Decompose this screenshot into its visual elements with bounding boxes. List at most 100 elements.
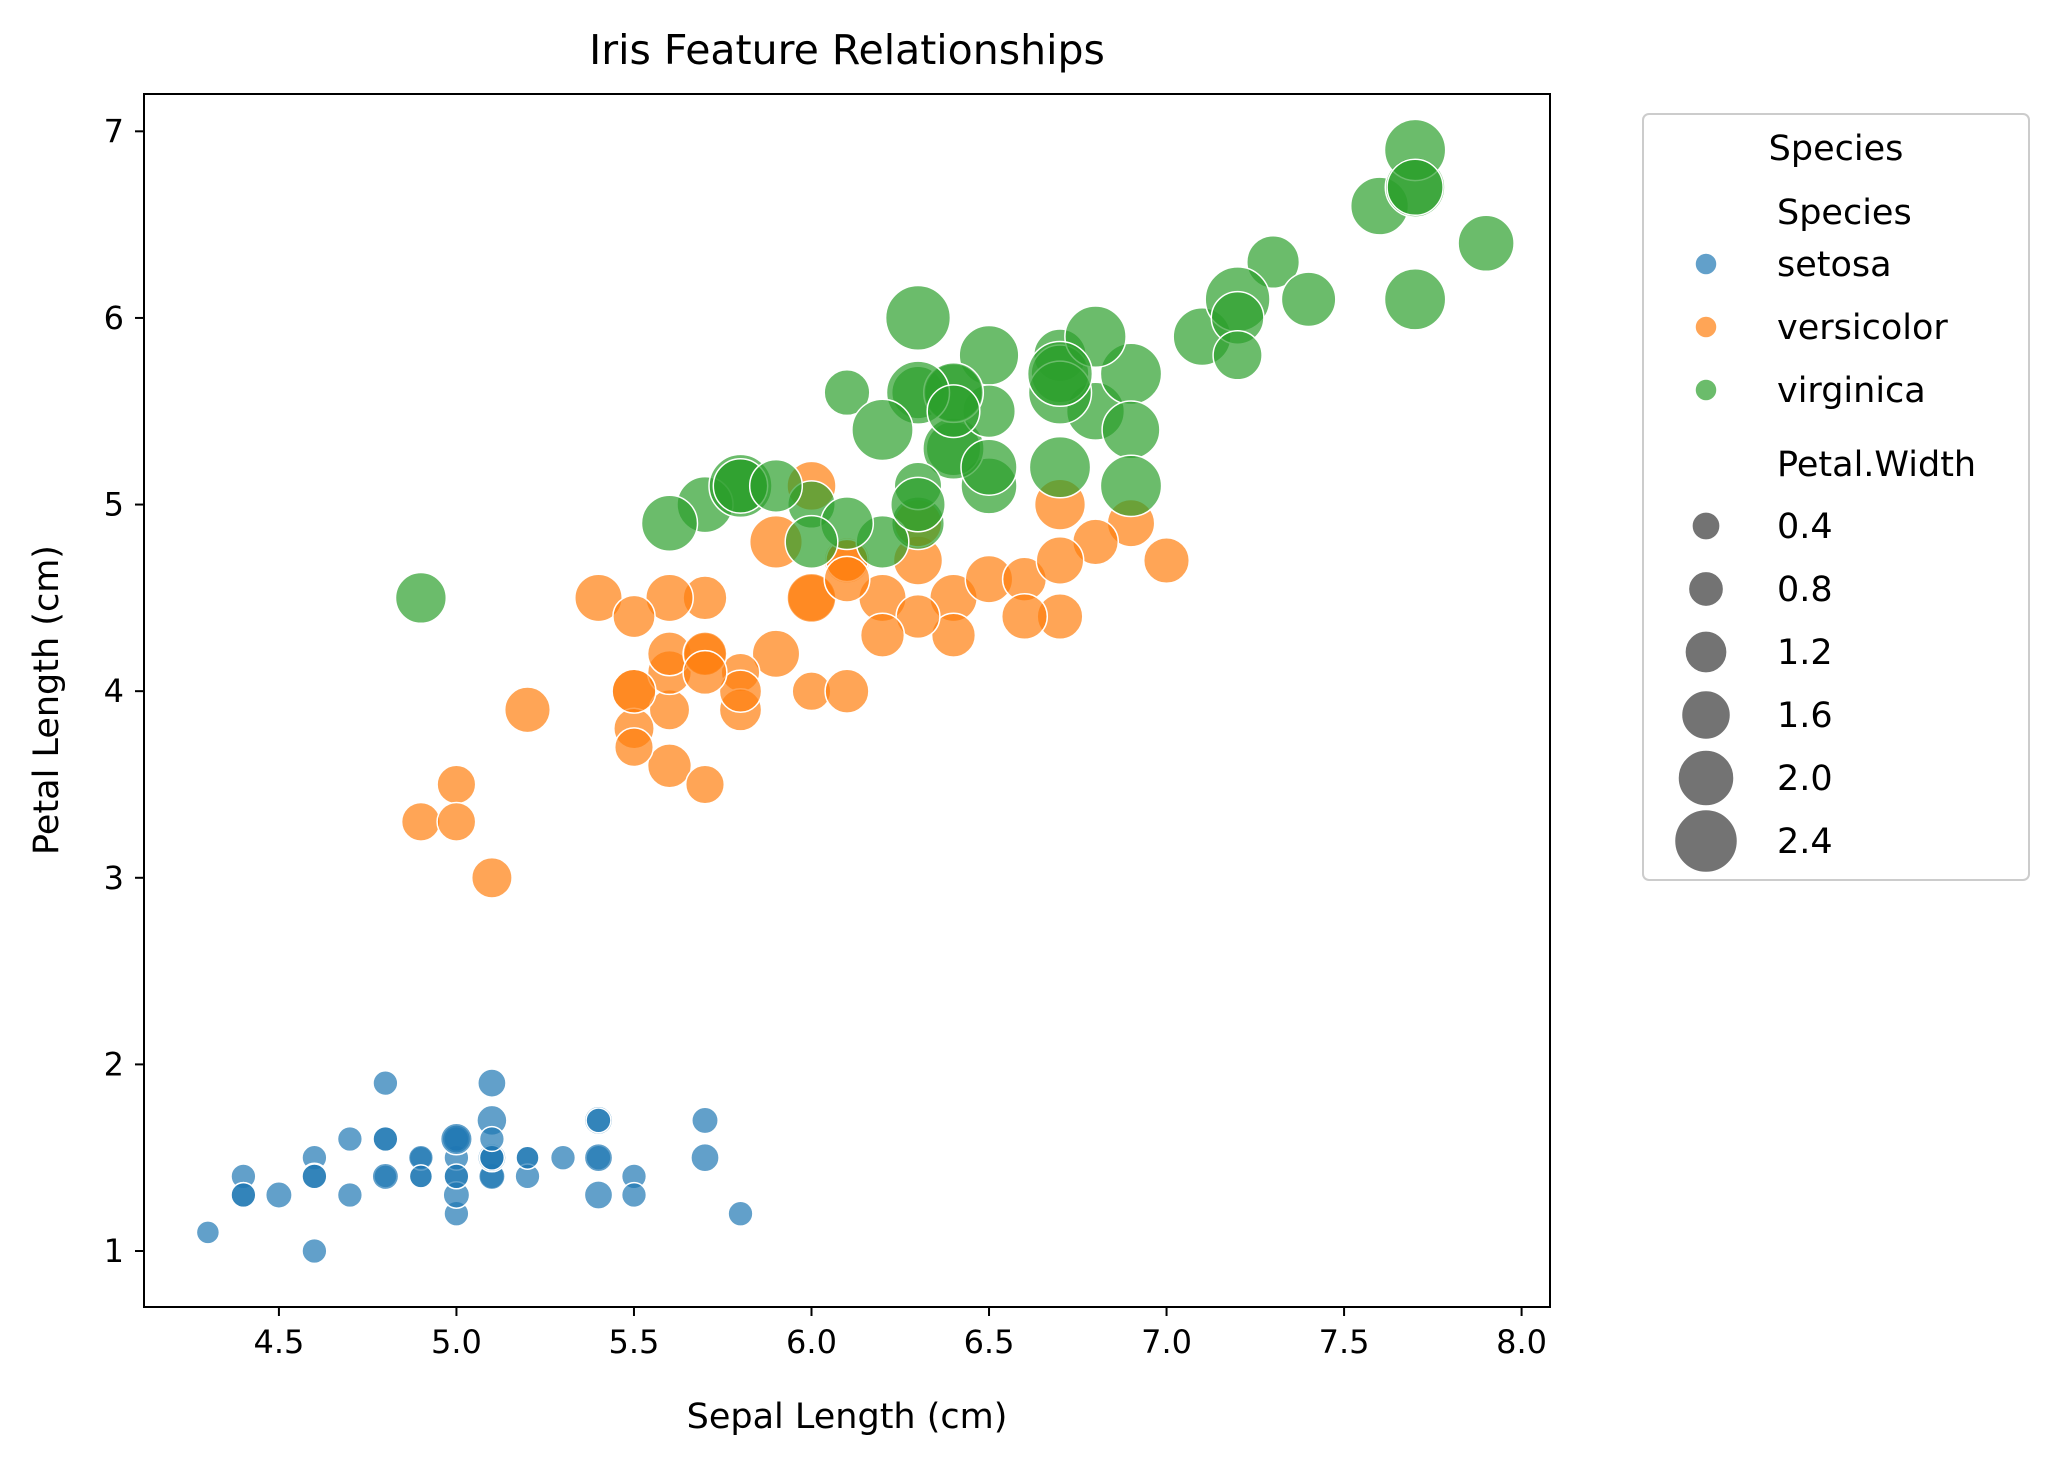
data-point-virginica-21 bbox=[640, 494, 699, 552]
legend-size-entries: 0.4 0.8 1.2 1.6 2.0 2.4 bbox=[1673, 507, 1833, 874]
legend-label-versicolor: versicolor bbox=[1777, 308, 1948, 348]
legend: Species Species setosa versicolor virginic… bbox=[1642, 113, 2030, 881]
data-point-versicolor-34 bbox=[574, 573, 623, 623]
data-point-versicolor-25 bbox=[1000, 592, 1049, 641]
data-point-setosa-32 bbox=[515, 1145, 540, 1170]
data-point-setosa-42 bbox=[230, 1181, 257, 1209]
data-point-setosa-29 bbox=[336, 1125, 364, 1153]
data-point-setosa-24 bbox=[372, 1069, 399, 1097]
y-tick-label: 5 bbox=[104, 486, 124, 524]
legend-size-marker bbox=[1677, 749, 1735, 807]
data-point-setosa-48 bbox=[549, 1144, 577, 1171]
x-tick-label: 8.0 bbox=[1496, 1323, 1547, 1361]
legend-label-virginica: virginica bbox=[1777, 371, 1926, 411]
data-point-virginica-44 bbox=[1026, 340, 1094, 408]
data-point-versicolor-11 bbox=[751, 629, 801, 679]
data-point-setosa-15 bbox=[690, 1142, 720, 1173]
legend-size-heading: Petal.Width bbox=[1777, 445, 1976, 485]
x-tick-label: 7.5 bbox=[1319, 1323, 1370, 1361]
data-point-setosa-36 bbox=[620, 1181, 648, 1209]
data-point-setosa-20 bbox=[585, 1107, 612, 1134]
legend-hue-entries: setosa versicolor virginica bbox=[1694, 245, 1948, 411]
legend-title: Species bbox=[1769, 129, 1904, 169]
data-point-virginica-22 bbox=[1386, 158, 1444, 217]
data-point-setosa-43 bbox=[439, 1122, 473, 1156]
data-point-setosa-47 bbox=[301, 1163, 328, 1190]
data-point-versicolor-40 bbox=[612, 594, 656, 639]
legend-size-marker bbox=[1687, 570, 1725, 608]
data-point-virginica-48 bbox=[851, 398, 914, 462]
data-point-setosa-37 bbox=[408, 1164, 434, 1189]
data-point-versicolor-47 bbox=[859, 612, 906, 658]
data-point-setosa-46 bbox=[478, 1125, 506, 1153]
data-point-setosa-31 bbox=[583, 1142, 614, 1173]
y-tick-label: 1 bbox=[104, 1232, 124, 1270]
data-point-virginica-29 bbox=[1212, 330, 1263, 381]
legend-size-label: 1.6 bbox=[1777, 696, 1833, 736]
legend-marker-virginica bbox=[1694, 378, 1718, 402]
y-tick-label: 6 bbox=[104, 299, 124, 337]
data-point-virginica-47 bbox=[960, 438, 1018, 496]
x-tick-label: 6.0 bbox=[786, 1323, 837, 1361]
legend-frame bbox=[1642, 113, 2030, 881]
data-point-versicolor-10 bbox=[436, 764, 477, 805]
data-point-virginica-45 bbox=[1028, 435, 1092, 499]
legend-size-marker bbox=[1680, 689, 1732, 741]
data-point-setosa-45 bbox=[371, 1162, 400, 1191]
data-point-setosa-13 bbox=[195, 1220, 221, 1245]
data-point-virginica-0 bbox=[884, 284, 952, 352]
data-point-versicolor-29 bbox=[684, 764, 726, 805]
x-tick-label: 4.5 bbox=[253, 1323, 304, 1361]
x-tick-label: 6.5 bbox=[964, 1323, 1015, 1361]
data-point-versicolor-24 bbox=[930, 612, 977, 658]
data-point-virginica-35 bbox=[1383, 267, 1447, 331]
x-tick-label: 5.0 bbox=[431, 1323, 482, 1361]
data-point-versicolor-48 bbox=[470, 856, 513, 899]
data-point-versicolor-7 bbox=[400, 801, 441, 842]
data-point-setosa-16 bbox=[583, 1180, 614, 1210]
legend-marker-setosa bbox=[1694, 252, 1718, 276]
data-point-versicolor-0 bbox=[1142, 536, 1191, 585]
data-point-setosa-2 bbox=[336, 1181, 364, 1209]
data-point-versicolor-39 bbox=[611, 668, 657, 714]
legend-size-marker bbox=[1684, 630, 1728, 674]
x-tick-label: 7.0 bbox=[1141, 1323, 1192, 1361]
y-tick-label: 3 bbox=[104, 859, 124, 897]
data-point-versicolor-49 bbox=[682, 649, 728, 696]
data-point-virginica-31 bbox=[1457, 214, 1515, 273]
data-point-virginica-30 bbox=[1280, 271, 1337, 328]
data-point-virginica-37 bbox=[926, 384, 981, 439]
chart-title: Iris Feature Relationships bbox=[589, 26, 1105, 74]
data-point-setosa-22 bbox=[301, 1237, 328, 1265]
data-point-virginica-41 bbox=[1099, 454, 1163, 518]
x-tick-label: 5.5 bbox=[609, 1323, 660, 1361]
data-point-virginica-46 bbox=[890, 476, 946, 533]
data-point-versicolor-37 bbox=[895, 593, 941, 640]
y-tick-label: 7 bbox=[104, 112, 124, 150]
data-point-versicolor-41 bbox=[823, 555, 871, 603]
data-point-versicolor-42 bbox=[718, 669, 763, 714]
data-point-versicolor-43 bbox=[436, 801, 477, 842]
data-point-virginica-38 bbox=[784, 514, 839, 569]
y-axis: 1 2 3 4 5 6 7 bbox=[104, 112, 144, 1270]
plot-frame bbox=[143, 93, 1551, 1308]
legend-size-marker bbox=[1691, 511, 1721, 541]
data-point-versicolor-31 bbox=[613, 727, 655, 768]
legend-size-label: 2.4 bbox=[1777, 822, 1833, 862]
legend-marker-versicolor bbox=[1694, 315, 1718, 339]
data-point-versicolor-21 bbox=[824, 668, 870, 714]
data-point-versicolor-36 bbox=[1035, 536, 1085, 585]
x-axis: 4.5 5.0 5.5 6.0 6.5 7.0 7.5 8.0 bbox=[253, 1307, 1547, 1361]
data-point-versicolor-14 bbox=[646, 743, 693, 789]
data-point-setosa-44 bbox=[477, 1068, 507, 1098]
data-point-setosa-14 bbox=[727, 1200, 754, 1227]
legend-size-label: 1.2 bbox=[1777, 633, 1833, 673]
data-point-setosa-18 bbox=[691, 1106, 719, 1135]
data-point-virginica-34 bbox=[823, 369, 871, 417]
y-axis-label: Petal Length (cm) bbox=[27, 545, 67, 855]
data-point-virginica-49 bbox=[748, 458, 804, 513]
y-tick-label: 2 bbox=[104, 1045, 124, 1083]
data-point-virginica-39 bbox=[1101, 400, 1161, 460]
legend-size-marker bbox=[1673, 808, 1739, 874]
points-layer bbox=[195, 118, 1515, 1265]
